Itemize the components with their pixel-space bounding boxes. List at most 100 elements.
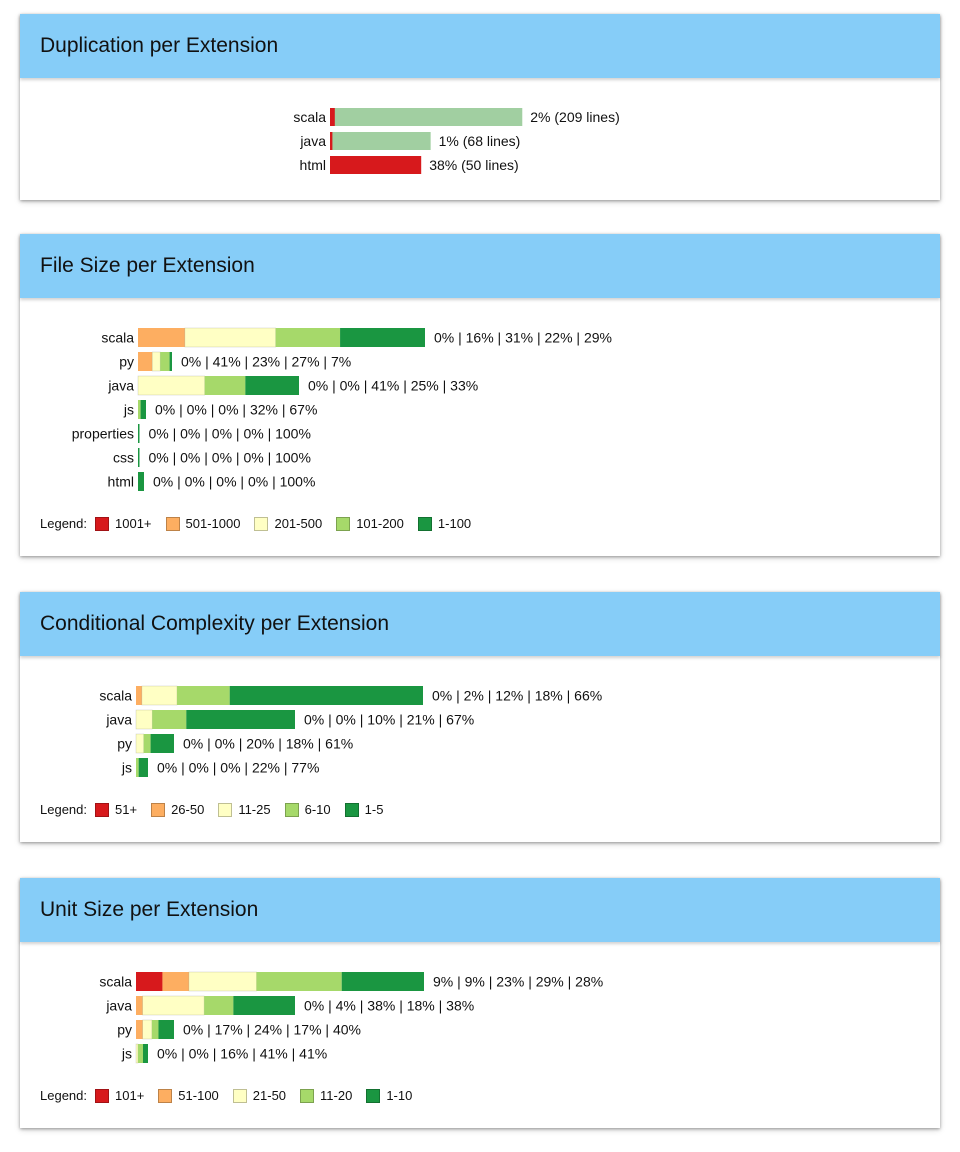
conditional_complexity-legend-item-0: 51+ bbox=[95, 802, 137, 817]
dup-value-html: 38% (50 lines) bbox=[429, 157, 519, 173]
file_size-legend-swatch-4 bbox=[417, 516, 432, 531]
unit_size-legend-label-2: 21-50 bbox=[252, 1088, 287, 1103]
file_size-bar-js-seg-3 bbox=[138, 400, 141, 419]
conditional_complexity-bar-scala-seg-1 bbox=[136, 686, 142, 705]
unit_size-legend-swatch-1 bbox=[158, 1088, 173, 1103]
unit_size-value-js: 0% | 0% | 16% | 41% | 41% bbox=[157, 1046, 327, 1062]
unit_size-legend-item-1: 51-100 bbox=[158, 1088, 219, 1103]
file_size-legend-item-1: 501-1000 bbox=[165, 516, 241, 531]
file_size-legend-label-3: 101-200 bbox=[356, 516, 404, 531]
file_size-bar-properties-seg-4 bbox=[138, 424, 140, 443]
conditional_complexity-bar-py-seg-2 bbox=[135, 733, 144, 754]
conditional_complexity-bar-scala-seg-2 bbox=[141, 685, 178, 706]
file_size-value-java: 0% | 0% | 41% | 25% | 33% bbox=[308, 378, 478, 394]
unit_size-value-py: 0% | 17% | 24% | 17% | 40% bbox=[183, 1022, 361, 1038]
unit_size-label-scala: scala bbox=[99, 974, 132, 990]
conditional_complexity-bar-scala-seg-3 bbox=[177, 686, 230, 705]
file_size-bar-scala-seg-4 bbox=[340, 328, 425, 347]
file_size-legend-label-0: 1001+ bbox=[115, 516, 152, 531]
conditional-complexity-title: Conditional Complexity per Extension bbox=[40, 612, 390, 635]
unit-size-chart: scala 9% | 9% | 23% | 29% | 28% java 0% | 4… bbox=[99, 971, 603, 1064]
file-size-title: File Size per Extension bbox=[40, 254, 255, 277]
unit_size-legend-swatch-0 bbox=[95, 1088, 109, 1103]
conditional_complexity-legend-swatch-0 bbox=[95, 802, 109, 817]
unit_size-legend-swatch-4 bbox=[366, 1088, 381, 1103]
file-size-chart: scala 0% | 16% | 31% | 22% | 29% py 0% | 41… bbox=[72, 327, 612, 491]
file-size-legend: Legend: 1001+ 501-1000 201-500 101-200 1-100 bbox=[40, 516, 485, 531]
file_size-legend-item-3: 101-200 bbox=[336, 516, 404, 531]
duplication-header: Duplication per Extension bbox=[20, 14, 940, 78]
file_size-label-html: html bbox=[108, 474, 134, 490]
unit_size-bar-java-seg-3 bbox=[204, 996, 234, 1015]
conditional_complexity-bar-js-seg-4 bbox=[138, 758, 148, 777]
unit_size-bar-js-seg-2 bbox=[135, 1043, 139, 1064]
conditional_complexity-legend-title: Legend: bbox=[40, 802, 87, 817]
unit_size-bar-js-seg-4 bbox=[142, 1044, 148, 1063]
conditional_complexity-legend-label-1: 26-50 bbox=[171, 802, 205, 817]
conditional_complexity-value-py: 0% | 0% | 20% | 18% | 61% bbox=[183, 736, 353, 752]
dup-marker-html bbox=[330, 156, 422, 174]
file_size-legend-label-1: 501-1000 bbox=[185, 516, 241, 531]
file_size-bar-py-seg-3 bbox=[160, 352, 170, 371]
unit_size-bar-py-seg-2 bbox=[142, 1019, 153, 1040]
unit_size-legend-label-4: 1-10 bbox=[386, 1088, 413, 1103]
file_size-label-py: py bbox=[119, 354, 134, 370]
file_size-bar-scala-seg-3 bbox=[275, 328, 341, 347]
unit_size-legend-swatch-2 bbox=[232, 1088, 247, 1103]
unit_size-bar-scala-seg-3 bbox=[256, 972, 342, 991]
unit_size-bar-py-seg-3 bbox=[151, 1020, 159, 1039]
conditional_complexity-value-scala: 0% | 2% | 12% | 18% | 66% bbox=[432, 688, 602, 704]
unit_size-legend-swatch-3 bbox=[300, 1088, 315, 1103]
file_size-legend-title: Legend: bbox=[40, 516, 87, 531]
conditional_complexity-label-scala: scala bbox=[99, 688, 132, 704]
dup-bar-scala bbox=[330, 108, 523, 126]
conditional_complexity-label-js: js bbox=[121, 760, 132, 776]
file-size-card: File Size per Extension scala 0% | 16% | … bbox=[20, 234, 940, 556]
file_size-legend-item-0: 1001+ bbox=[95, 516, 152, 531]
file_size-bar-js-seg-4 bbox=[140, 400, 146, 419]
conditional_complexity-legend-item-1: 26-50 bbox=[151, 802, 204, 817]
unit_size-legend-item-0: 101+ bbox=[95, 1088, 144, 1103]
file_size-bar-scala-seg-2 bbox=[184, 327, 276, 348]
conditional_complexity-legend-label-0: 51+ bbox=[115, 802, 138, 817]
unit_size-legend-label-0: 101+ bbox=[115, 1088, 145, 1103]
unit_size-bar-js-seg-3 bbox=[137, 1044, 143, 1063]
unit_size-legend-label-3: 11-20 bbox=[320, 1088, 353, 1103]
dup-label-scala: scala bbox=[293, 109, 326, 125]
conditional-complexity-chart: scala 0% | 2% | 12% | 18% | 66% java 0% | 0… bbox=[99, 685, 602, 777]
conditional_complexity-bar-scala-seg-4 bbox=[229, 686, 423, 705]
conditional-complexity-header: Conditional Complexity per Extension bbox=[20, 592, 940, 656]
unit_size-bar-java-seg-2 bbox=[142, 995, 205, 1016]
file_size-label-java: java bbox=[107, 378, 134, 394]
conditional_complexity-label-java: java bbox=[105, 712, 132, 728]
conditional_complexity-legend-item-4: 1-5 bbox=[344, 802, 383, 817]
conditional-complexity-card: Conditional Complexity per Extension sca… bbox=[20, 592, 940, 842]
file_size-label-css: css bbox=[113, 450, 134, 466]
unit_size-bar-java-seg-1 bbox=[136, 996, 143, 1015]
file-size-chart-area: scala 0% | 16% | 31% | 22% | 29% py 0% | 41… bbox=[20, 298, 940, 556]
file_size-bar-css-seg-4 bbox=[138, 448, 140, 467]
unit-size-chart-area: scala 9% | 9% | 23% | 29% | 28% java 0% | 4… bbox=[20, 942, 940, 1128]
file_size-value-css: 0% | 0% | 0% | 0% | 100% bbox=[149, 450, 311, 466]
conditional_complexity-legend-swatch-4 bbox=[344, 802, 359, 817]
conditional_complexity-legend-item-3: 6-10 bbox=[284, 802, 331, 817]
duplication-card: Duplication per Extension scala 2% (209 l… bbox=[20, 14, 940, 200]
dup-value-java: 1% (68 lines) bbox=[439, 133, 521, 149]
unit_size-legend-item-4: 1-10 bbox=[366, 1088, 412, 1103]
conditional_complexity-bar-java-seg-3 bbox=[152, 710, 187, 729]
unit-size-legend: Legend: 101+ 51-100 21-50 11-20 1-10 bbox=[40, 1088, 426, 1103]
unit_size-value-scala: 9% | 9% | 23% | 29% | 28% bbox=[433, 974, 603, 990]
dup-bar-java bbox=[330, 132, 431, 150]
conditional_complexity-legend-label-3: 6-10 bbox=[304, 802, 331, 817]
conditional_complexity-bar-java-seg-4 bbox=[186, 710, 295, 729]
unit_size-legend-label-1: 51-100 bbox=[178, 1088, 219, 1103]
file_size-value-js: 0% | 0% | 0% | 32% | 67% bbox=[155, 402, 317, 418]
unit_size-bar-scala-seg-2 bbox=[188, 971, 257, 992]
conditional_complexity-bar-js-seg-3 bbox=[136, 758, 139, 777]
file_size-value-properties: 0% | 0% | 0% | 0% | 100% bbox=[149, 426, 311, 442]
conditional-complexity-chart-area: scala 0% | 2% | 12% | 18% | 66% java 0% | 0… bbox=[20, 656, 940, 842]
file_size-label-js: js bbox=[123, 402, 134, 418]
file_size-legend-label-4: 1-100 bbox=[437, 516, 472, 531]
dup-marker-java bbox=[330, 132, 333, 150]
unit_size-bar-py-seg-1 bbox=[136, 1020, 143, 1039]
